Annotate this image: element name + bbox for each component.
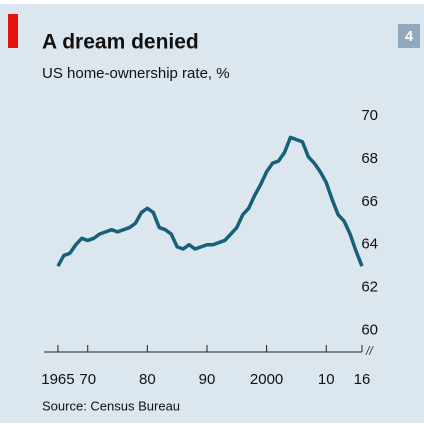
source: Source: Census Bureau <box>42 398 180 413</box>
line-series <box>56 135 364 268</box>
y-tick-label: 62 <box>361 279 378 296</box>
x-tick-label: 90 <box>199 371 216 388</box>
chart-subtitle: US home-ownership rate, % <box>42 65 230 82</box>
badge-text: 4 <box>405 28 414 45</box>
y-tick-label: 68 <box>361 150 378 167</box>
x-tick-label: 16 <box>354 371 371 388</box>
chart-title: A dream denied <box>42 31 199 54</box>
y-tick-label: 70 <box>361 107 378 124</box>
x-tick-label: 10 <box>318 371 335 388</box>
y-tick-label: 60 <box>361 322 378 339</box>
x-tick-label: 80 <box>139 371 156 388</box>
y-tick-label: 64 <box>361 236 378 253</box>
y-tick-label: 66 <box>361 193 378 210</box>
x-tick-label: 1965 <box>41 371 74 388</box>
x-tick-label: 70 <box>79 371 96 388</box>
x-tick-label: 2000 <box>250 371 283 388</box>
axis-break: // <box>365 344 374 358</box>
red-tag <box>8 14 18 48</box>
top-strip <box>0 0 424 4</box>
badge <box>398 24 420 48</box>
